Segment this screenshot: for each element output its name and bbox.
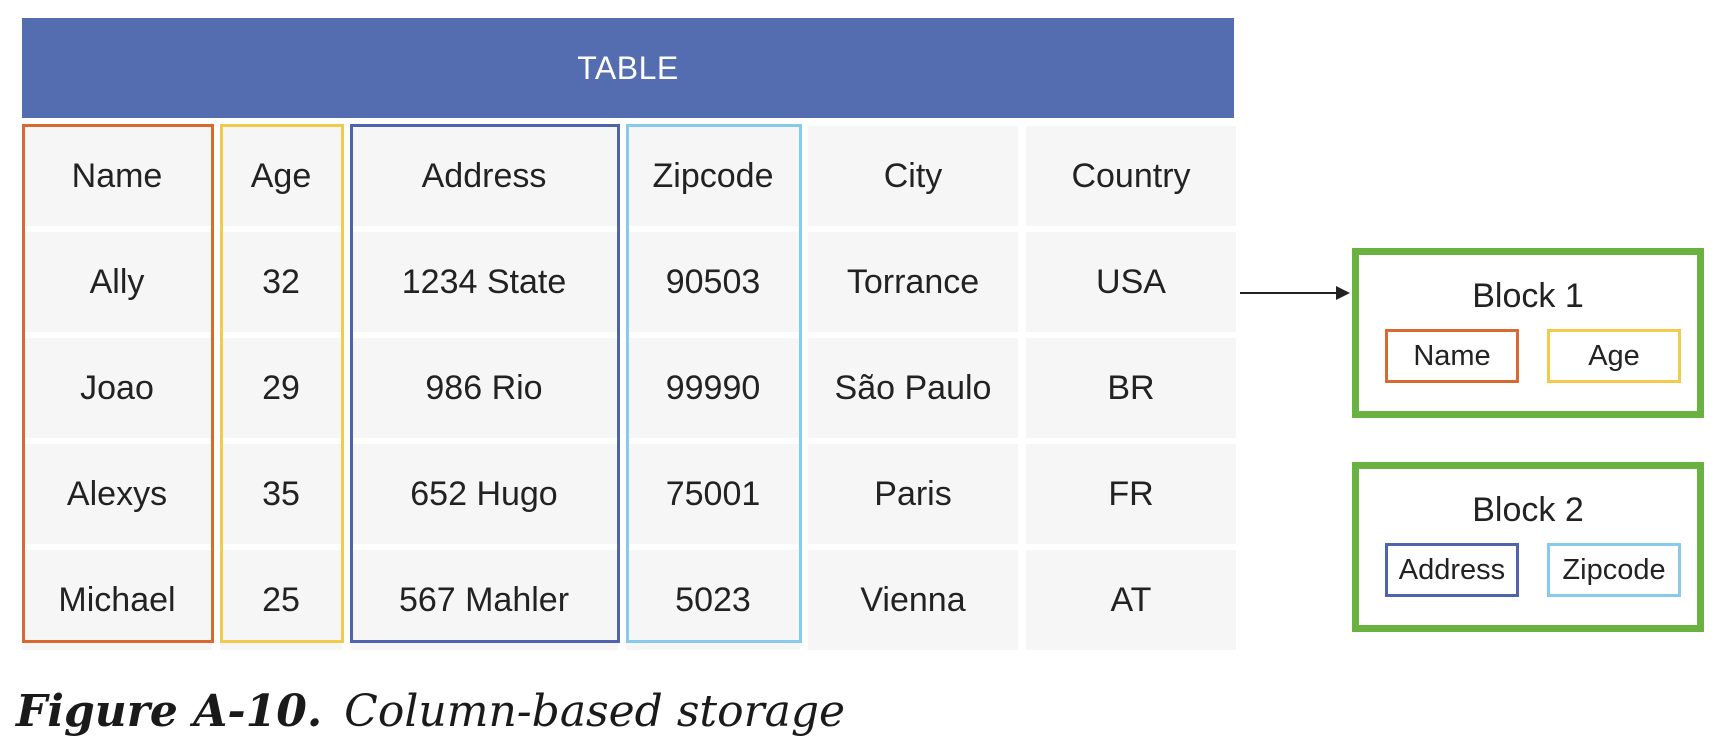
table-cell: 99990: [626, 338, 800, 444]
column-header-address: Address: [350, 126, 618, 232]
table-cell: 32: [220, 232, 342, 338]
table-cell: 5023: [626, 550, 800, 656]
figure-caption: Figure A-10. Column-based storage: [16, 686, 845, 737]
block-title: Block 2: [1472, 491, 1584, 529]
table-cell: 652 Hugo: [350, 444, 618, 550]
table-cell: 75001: [626, 444, 800, 550]
column-outline-age: [220, 124, 344, 643]
table-cell: Torrance: [808, 232, 1018, 338]
column-outline-name: [22, 124, 214, 643]
figure-caption-text: Column-based storage: [344, 686, 846, 737]
table-cell: AT: [1026, 550, 1236, 656]
table-cell: 29: [220, 338, 342, 444]
column-header-age: Age: [220, 126, 342, 232]
block-1: Block 1 Name Age: [1352, 248, 1704, 418]
table-cell: 35: [220, 444, 342, 550]
table-title: TABLE: [22, 18, 1234, 118]
column-header-city: City: [808, 126, 1018, 232]
column-outline-address: [350, 124, 620, 643]
table-cell: Alexys: [22, 444, 212, 550]
table-cell: 25: [220, 550, 342, 656]
figure-caption-label: Figure A-10.: [16, 686, 323, 737]
table-cell: Ally: [22, 232, 212, 338]
table-cell: 90503: [626, 232, 800, 338]
chip-zipcode: Zipcode: [1547, 543, 1681, 597]
chip-age: Age: [1547, 329, 1681, 383]
table-cell: 986 Rio: [350, 338, 618, 444]
table-grid: Name Age Address Zipcode City Country Al…: [22, 126, 1236, 656]
table-cell: Joao: [22, 338, 212, 444]
column-header-zipcode: Zipcode: [626, 126, 800, 232]
table-cell: FR: [1026, 444, 1236, 550]
table-cell: BR: [1026, 338, 1236, 444]
table-cell: São Paulo: [808, 338, 1018, 444]
block-title: Block 1: [1472, 277, 1584, 315]
chip-address: Address: [1385, 543, 1519, 597]
block-2: Block 2 Address Zipcode: [1352, 462, 1704, 632]
table-cell: Michael: [22, 550, 212, 656]
column-outline-zipcode: [626, 124, 802, 643]
chip-name: Name: [1385, 329, 1519, 383]
table-cell: Vienna: [808, 550, 1018, 656]
column-header-name: Name: [22, 126, 212, 232]
table-cell: 567 Mahler: [350, 550, 618, 656]
table-cell: USA: [1026, 232, 1236, 338]
column-header-country: Country: [1026, 126, 1236, 232]
table-cell: Paris: [808, 444, 1018, 550]
table-cell: 1234 State: [350, 232, 618, 338]
